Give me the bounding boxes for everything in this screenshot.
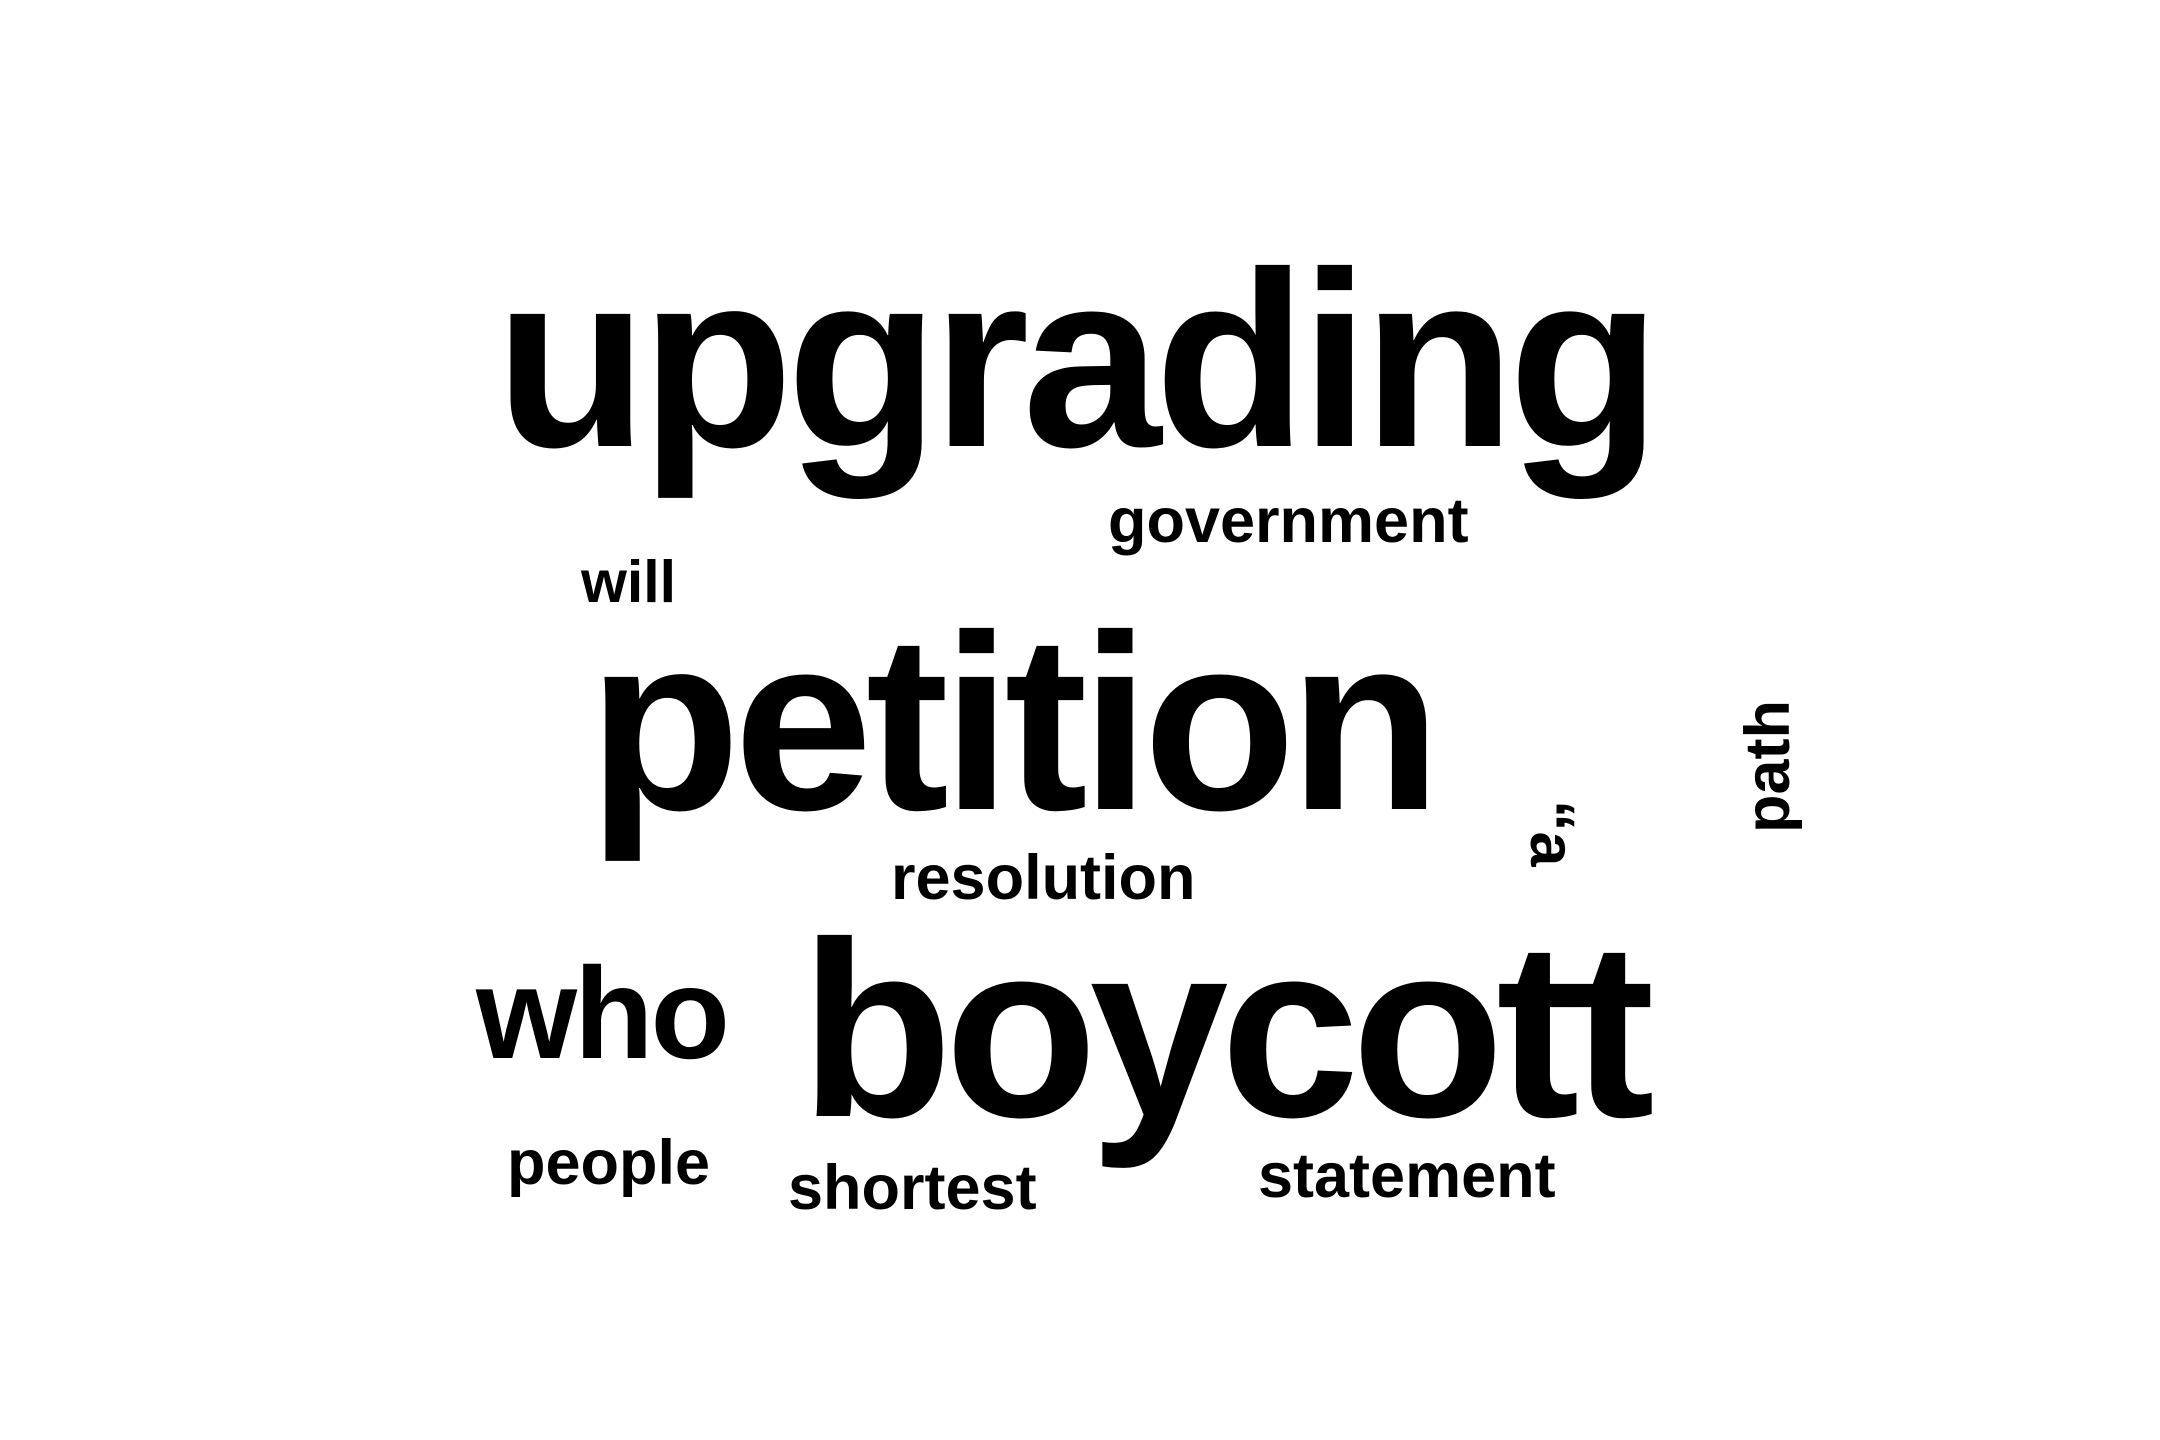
word-shortest: shortest (788, 1153, 1037, 1223)
word-resolution: resolution (891, 843, 1196, 913)
word-boycott: boycott (800, 890, 1655, 1169)
word-government: government (1108, 486, 1469, 556)
word-path: path (1733, 700, 1803, 833)
word-petition: petition (588, 583, 1442, 862)
word-quote-a: “a (1517, 800, 1587, 867)
word-upgrading: upgrading (495, 220, 1661, 499)
word-who: who (476, 940, 730, 1086)
word-people: people (507, 1128, 711, 1198)
word-will: will (581, 549, 677, 615)
word-statement: statement (1258, 1141, 1556, 1211)
